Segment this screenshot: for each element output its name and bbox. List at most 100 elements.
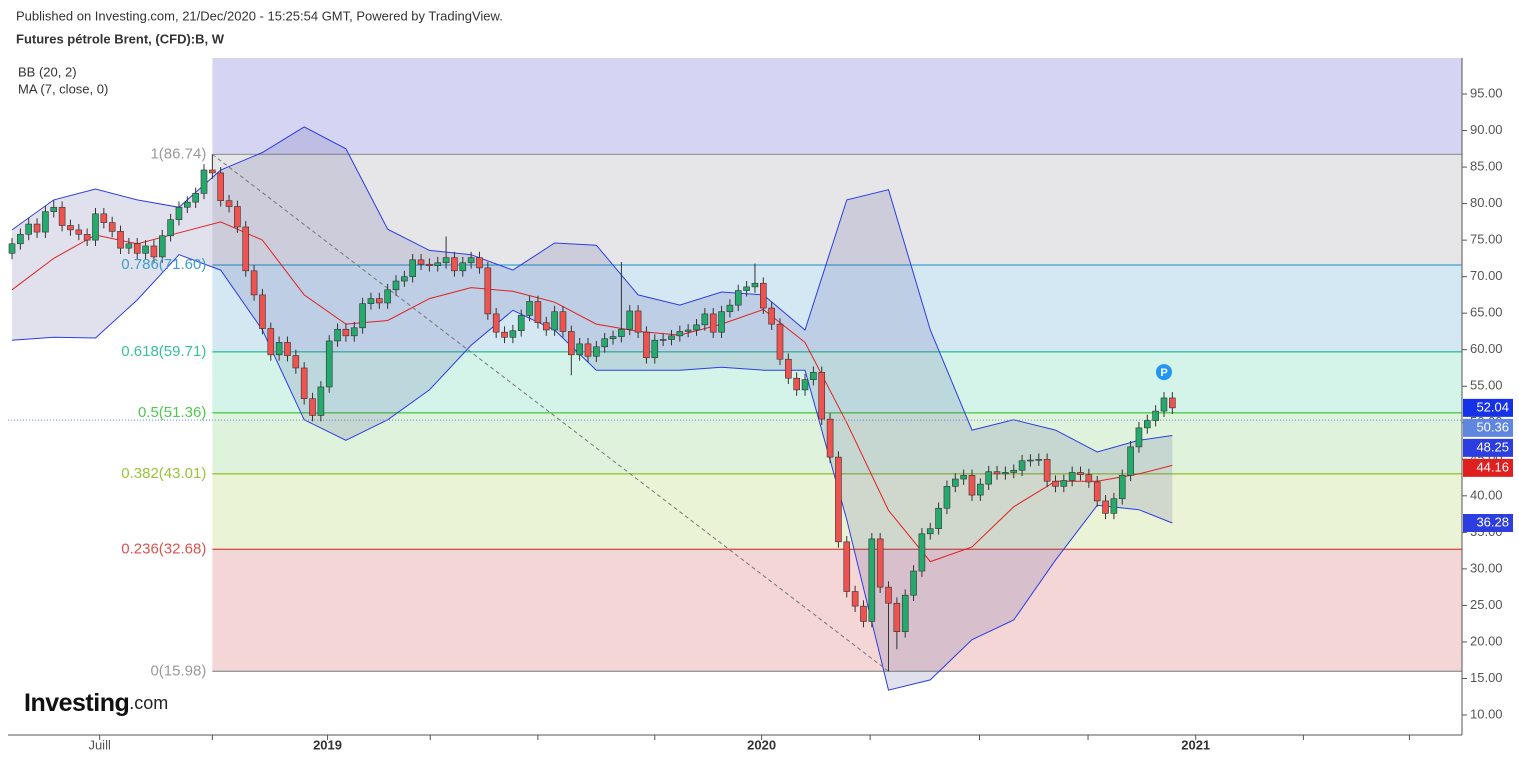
candle-body (868, 538, 876, 622)
fib-label: 0.236(32.68) (121, 540, 206, 557)
candle-body (551, 311, 558, 331)
price-tag-label: 44.16 (1476, 459, 1509, 474)
candle-body (985, 471, 992, 485)
candle-body (901, 594, 909, 633)
candle-body (1093, 481, 1101, 502)
candle-body (793, 377, 800, 391)
fib-zone (212, 351, 1463, 413)
candle-body (200, 169, 208, 194)
candle-body (584, 343, 592, 357)
fib-label: 0.382(43.01) (121, 465, 206, 482)
candle-body (476, 257, 483, 269)
candle-body (33, 223, 41, 233)
candle-body (442, 257, 450, 264)
candle-body (158, 235, 166, 258)
x-tick-label: 2021 (1181, 737, 1210, 752)
candle-body (1102, 500, 1109, 514)
candle-body (1027, 459, 1034, 462)
brand-suffix: .com (129, 693, 168, 713)
candle-body (267, 328, 275, 356)
candle-body (250, 270, 258, 296)
x-tick-label: 2019 (313, 737, 342, 752)
candle-body (910, 570, 917, 596)
candle-body (392, 280, 400, 291)
candle-body (568, 331, 575, 356)
candle-body (384, 289, 391, 304)
y-tick-label: 10.00 (1470, 706, 1503, 721)
candle-body (1135, 427, 1143, 448)
candle-body (309, 398, 316, 416)
candle-body (876, 538, 884, 588)
candle-body (1068, 472, 1076, 481)
candle-body (935, 507, 942, 529)
candle-body (58, 206, 66, 226)
candle-body (451, 257, 458, 272)
candle-body (1127, 446, 1134, 476)
candle-body (668, 335, 675, 340)
ma-line (11, 221, 1173, 563)
candle-body (801, 379, 809, 391)
candle-body (709, 313, 717, 333)
candle-body (100, 213, 108, 223)
candle-body (42, 211, 49, 233)
candle-body (785, 358, 792, 379)
candle-body (242, 226, 250, 272)
candle-body (693, 324, 700, 331)
candle-body (426, 263, 433, 266)
candle-body (234, 206, 241, 228)
candle-body (1085, 474, 1093, 483)
y-tick-label: 80.00 (1470, 195, 1503, 210)
candle-body (759, 282, 767, 309)
candle-body (509, 330, 517, 338)
candle-body (342, 328, 350, 337)
candle-body (1077, 472, 1084, 475)
candle-body (409, 259, 416, 277)
candle-body (259, 294, 266, 329)
candle-body (17, 233, 24, 245)
price-tag-label: 48.25 (1476, 439, 1509, 454)
bb-lower (11, 254, 1173, 691)
marker-label: P (1160, 367, 1167, 379)
candle-body (951, 478, 959, 487)
y-tick-label: 65.00 (1470, 305, 1503, 320)
candle-body (359, 303, 366, 329)
candle-body (434, 262, 442, 266)
candle-body (275, 342, 283, 356)
candle-body (376, 298, 383, 304)
candle-body (626, 310, 634, 330)
candle-body (918, 533, 926, 572)
candle-body (943, 486, 951, 509)
candle-body (743, 286, 750, 291)
candle-body (8, 243, 16, 254)
candle-body (300, 367, 308, 399)
candle-body (1110, 498, 1118, 514)
y-tick-label: 40.00 (1470, 487, 1503, 502)
chart-title: Futures pétrole Brent, (CFD):B, W (16, 31, 225, 46)
y-tick-label: 70.00 (1470, 268, 1503, 283)
fib-zone (212, 264, 1463, 352)
candle-body (818, 372, 826, 420)
candle-body (1160, 397, 1168, 412)
price-tag-label: 36.28 (1476, 514, 1509, 529)
candle-body (1018, 460, 1026, 471)
candle-body (125, 243, 133, 249)
price-tag (1463, 418, 1513, 437)
candle-body (885, 586, 892, 604)
y-tick-label: 90.00 (1470, 122, 1503, 137)
candle-body (751, 282, 759, 288)
candle-body (634, 310, 642, 333)
candle-body (117, 231, 124, 249)
candle-body (1118, 475, 1126, 500)
candle-body (25, 223, 33, 235)
candle-body (284, 342, 291, 356)
fib-label: 0(15.98) (150, 662, 206, 679)
fib-label: 0.786(71.60) (121, 256, 206, 273)
candle-body (217, 172, 224, 201)
candle-body (926, 528, 934, 535)
candle-body (718, 311, 725, 333)
candle-body (75, 229, 83, 235)
candle-body (1143, 420, 1151, 429)
candle-body (317, 386, 325, 416)
candle-body (334, 328, 341, 342)
